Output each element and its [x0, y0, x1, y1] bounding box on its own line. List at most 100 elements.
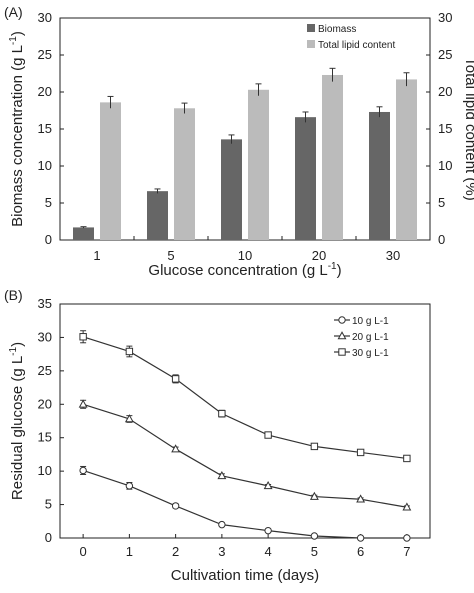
legend-swatch-biomass	[307, 24, 315, 32]
data-point-20g	[356, 494, 366, 503]
error-bar	[329, 67, 336, 82]
data-point-20g	[263, 481, 273, 490]
error-bar	[228, 134, 235, 144]
data-point-10g	[310, 532, 319, 540]
panel-a-y-ticks: 0 0 5 5 10 10 15 15 20 20 25 25 30 30	[38, 10, 453, 247]
bar-biomass	[295, 117, 316, 240]
data-point-30g	[310, 442, 319, 451]
error-bar	[302, 111, 309, 123]
error-bar	[154, 188, 161, 194]
data-point-30g	[264, 431, 272, 439]
a-right-tick-label: 0	[438, 232, 445, 247]
data-point-30g	[171, 375, 180, 383]
b-x-tick-label: 4	[265, 544, 272, 559]
data-point-20g	[217, 470, 227, 480]
data-point-10g	[264, 526, 272, 535]
b-y-tick-label: 20	[38, 396, 52, 411]
legend-label-30g: 30 g L-1	[352, 348, 389, 359]
panel-b-legend: 10 g L-1 20 g L-1 30 g L-1	[334, 316, 389, 359]
b-y-tick-label: 30	[38, 329, 52, 344]
a-left-tick-label: 15	[38, 121, 52, 136]
legend-label-20g: 20 g L-1	[352, 332, 389, 343]
data-point-10g	[125, 482, 134, 490]
error-bar	[376, 106, 383, 118]
bar-lipid	[248, 89, 269, 240]
error-bar	[80, 226, 87, 229]
bar-biomass	[147, 191, 168, 240]
data-point-10g	[171, 502, 180, 510]
a-left-tick-label: 30	[38, 10, 52, 25]
legend-label-10g: 10 g L-1	[352, 316, 389, 327]
a-right-tick-label: 15	[438, 121, 452, 136]
data-point-20g	[78, 399, 88, 408]
panel-a-x-axis-label: Glucose concentration (g L-1)	[148, 261, 341, 279]
b-y-tick-label: 0	[45, 530, 52, 545]
panel-b: (B) 0 5 10 15 20 25 30 35 0 1 2 3 4 5 6 7 10 g L-1 20 …	[4, 287, 431, 584]
legend-marker-10g	[338, 316, 346, 324]
a-x-tick-label: 30	[386, 248, 400, 263]
error-bar	[181, 102, 188, 114]
b-x-tick-label: 2	[172, 544, 179, 559]
panel-b-label: (B)	[4, 287, 23, 303]
a-left-tick-label: 25	[38, 47, 52, 62]
bar-lipid	[100, 102, 121, 240]
b-x-tick-label: 0	[80, 544, 87, 559]
data-point-20g	[171, 444, 181, 453]
a-right-tick-label: 5	[438, 195, 445, 210]
legend-label-biomass: Biomass	[318, 24, 356, 35]
panel-b-frame	[59, 303, 431, 539]
data-point-10g	[218, 520, 226, 529]
data-point-30g	[125, 347, 134, 356]
series-20g	[78, 399, 412, 511]
series-10g	[79, 465, 411, 542]
a-left-tick-label: 0	[45, 232, 52, 247]
series-line-20g	[82, 403, 407, 508]
a-x-tick-label: 20	[312, 248, 326, 263]
data-point-10g	[79, 466, 87, 475]
bar-biomass	[369, 111, 390, 240]
b-x-tick-label: 5	[311, 544, 318, 559]
b-y-tick-label: 25	[38, 363, 52, 378]
a-right-tick-label: 30	[438, 10, 452, 25]
panel-b-series	[78, 330, 412, 542]
a-left-tick-label: 20	[38, 84, 52, 99]
a-x-tick-label: 10	[238, 248, 252, 263]
a-left-tick-label: 10	[38, 158, 52, 173]
data-point-10g	[403, 534, 411, 542]
data-point-30g	[79, 333, 87, 341]
a-right-tick-label: 20	[438, 84, 452, 99]
series-30g	[79, 330, 411, 463]
panel-a-x-ticks: 1 5 10 20 30	[93, 236, 400, 263]
error-bar	[403, 72, 410, 87]
legend-label-lipid: Total lipid content	[318, 40, 395, 51]
data-point-10g	[356, 534, 365, 542]
legend-swatch-lipid	[307, 40, 315, 48]
panel-b-x-axis-label: Cultivation time (days)	[171, 567, 319, 584]
b-y-tick-label: 10	[38, 463, 52, 478]
series-line-10g	[82, 469, 407, 539]
b-x-tick-label: 6	[357, 544, 364, 559]
error-bar	[255, 83, 262, 96]
bar-lipid	[174, 108, 195, 240]
panel-a-label: (A)	[4, 4, 23, 20]
data-point-20g	[402, 502, 412, 511]
legend-marker-30g	[338, 348, 346, 356]
series-line-30g	[82, 336, 407, 460]
a-x-tick-label: 5	[167, 248, 174, 263]
bar-lipid	[396, 79, 417, 240]
data-point-20g	[309, 491, 319, 500]
b-x-tick-label: 7	[403, 544, 410, 559]
panel-a-y2-axis-label: Total lipid content (%)	[462, 57, 474, 200]
a-right-tick-label: 10	[438, 158, 452, 173]
panel-b-y-axis-label: Residual glucose (g L-1)	[8, 342, 26, 500]
b-y-tick-label: 5	[45, 497, 52, 512]
panel-a-bars	[73, 67, 417, 240]
legend-marker-20g	[337, 331, 347, 340]
panel-a-y-axis-label: Biomass concentration (g L-1)	[8, 31, 26, 227]
data-point-30g	[403, 454, 411, 463]
a-left-tick-label: 5	[45, 195, 52, 210]
b-x-tick-label: 1	[126, 544, 133, 559]
b-y-tick-label: 15	[38, 430, 52, 445]
a-x-tick-label: 1	[93, 248, 100, 263]
